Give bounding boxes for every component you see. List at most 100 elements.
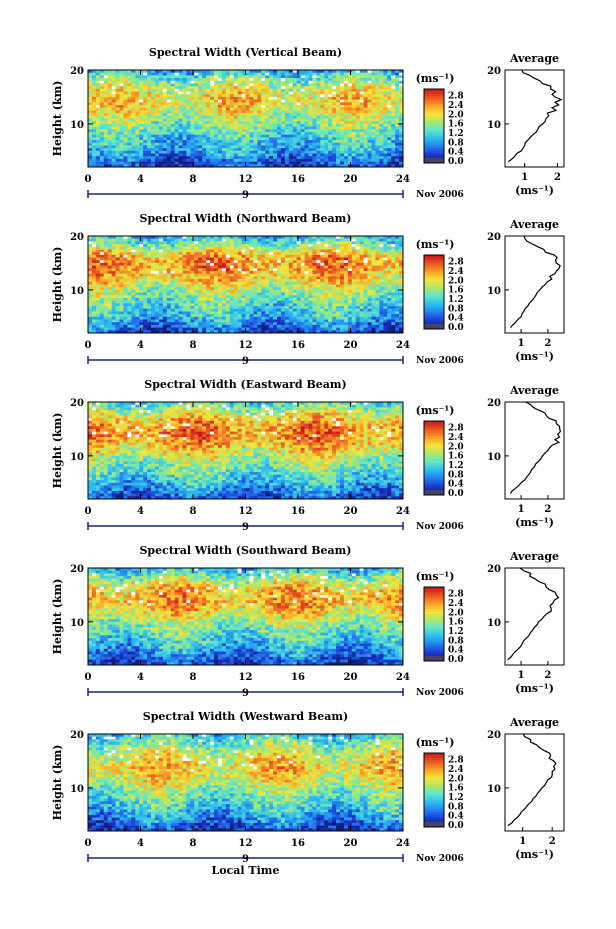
heatmap-cell <box>308 246 313 250</box>
heatmap-cell <box>233 123 239 127</box>
heatmap-cell <box>296 156 302 160</box>
heatmap-cell <box>135 161 140 165</box>
heatmap-cell <box>162 252 168 256</box>
heatmap-cell <box>233 252 239 256</box>
heatmap-cell <box>391 287 396 291</box>
heatmap-cell <box>257 249 262 253</box>
heatmap-cell <box>355 273 361 277</box>
heatmap-cell <box>336 137 341 141</box>
heatmap-cell <box>340 80 345 84</box>
heatmap-cell <box>296 153 302 157</box>
heatmap-cell <box>198 88 203 92</box>
heatmap-cell <box>296 105 302 109</box>
heatmap-cell <box>99 88 105 92</box>
heatmap-cell <box>391 164 396 168</box>
heatmap-cell <box>399 107 404 111</box>
heatmap-cell <box>277 107 282 111</box>
heatmap-cell <box>316 134 321 138</box>
heatmap-cell <box>292 273 298 277</box>
heatmap-cell <box>190 134 195 138</box>
heatmap-cell <box>178 72 183 76</box>
heatmap-cell <box>115 257 120 261</box>
heatmap-cell <box>91 262 97 267</box>
heatmap-cell <box>210 295 215 299</box>
heatmap-cell <box>233 86 239 90</box>
heatmap-cell <box>332 115 337 119</box>
heatmap-cell <box>308 156 313 160</box>
heatmap-cell <box>237 113 242 117</box>
heatmap-cell <box>202 262 207 267</box>
heatmap-cell <box>143 297 148 302</box>
heatmap-cell <box>214 83 219 87</box>
heatmap-cell <box>379 148 384 152</box>
heatmap-cell <box>332 126 337 130</box>
heatmap-cell <box>399 300 404 304</box>
heatmap-cell <box>371 131 376 136</box>
heatmap-cell <box>237 158 242 163</box>
heatmap-cell <box>269 161 274 165</box>
heatmap-cell <box>308 91 313 95</box>
heatmap-cell <box>143 276 148 280</box>
heatmap-cell <box>206 156 211 160</box>
heatmap-cell <box>206 297 211 302</box>
heatmap-cell <box>103 145 109 149</box>
heatmap-cell <box>198 145 203 149</box>
colorbar-segment <box>424 89 444 92</box>
heatmap-cell <box>277 153 282 157</box>
heatmap-cell <box>241 249 246 253</box>
heatmap-cell <box>284 126 290 130</box>
heatmap-cell <box>143 271 148 275</box>
heatmap-cell <box>343 70 349 74</box>
heatmap-cell <box>225 123 231 127</box>
heatmap-cell <box>233 279 239 283</box>
heatmap-cell <box>131 148 136 152</box>
heatmap-cell <box>320 300 325 304</box>
heatmap-cell <box>265 70 270 74</box>
heatmap-cell <box>217 265 223 269</box>
heatmap-cell <box>296 91 302 95</box>
heatmap-cell <box>343 262 349 267</box>
heatmap-cell <box>387 297 392 302</box>
heatmap-cell <box>367 94 372 98</box>
heatmap-cell <box>367 129 372 133</box>
heatmap-cell <box>375 105 380 109</box>
heatmap-cell <box>143 273 148 277</box>
heatmap-cell <box>237 241 242 245</box>
heatmap-cell <box>229 107 235 111</box>
heatmap-cell <box>178 78 183 82</box>
heatmap-cell <box>91 265 97 269</box>
heatmap-cell <box>383 236 388 240</box>
heatmap-cell <box>127 110 132 114</box>
heatmap-cell <box>225 96 231 101</box>
heatmap-cell <box>170 241 176 245</box>
heatmap-cell <box>340 96 345 101</box>
heatmap-cell <box>186 118 191 122</box>
heatmap-cell <box>359 72 365 76</box>
heatmap-cell <box>269 105 274 109</box>
heatmap-cell <box>347 140 353 144</box>
heatmap-cell <box>123 292 128 296</box>
heatmap-cell <box>143 289 148 293</box>
heatmap-cell <box>206 158 211 163</box>
heatmap-cell <box>143 287 148 291</box>
heatmap-cell <box>217 110 223 114</box>
heatmap-cell <box>245 287 250 291</box>
heatmap-cell <box>154 156 160 160</box>
heatmap-cell <box>221 99 227 103</box>
heatmap-cell <box>363 140 368 144</box>
heatmap-cell <box>174 279 179 283</box>
heatmap-cell <box>174 110 179 114</box>
heatmap-cell <box>249 254 254 258</box>
heatmap-cell <box>371 295 376 299</box>
heatmap-cell <box>214 80 219 84</box>
heatmap-cell <box>95 153 101 157</box>
heatmap-cell <box>347 145 353 149</box>
heatmap-cell <box>257 94 262 98</box>
heatmap-cell <box>221 134 227 138</box>
heatmap-cell <box>375 271 380 275</box>
heatmap-cell <box>233 91 239 95</box>
heatmap-cell <box>111 268 116 272</box>
heatmap-cell <box>253 134 258 138</box>
heatmap-cell <box>139 148 144 152</box>
heatmap-cell <box>210 137 215 141</box>
